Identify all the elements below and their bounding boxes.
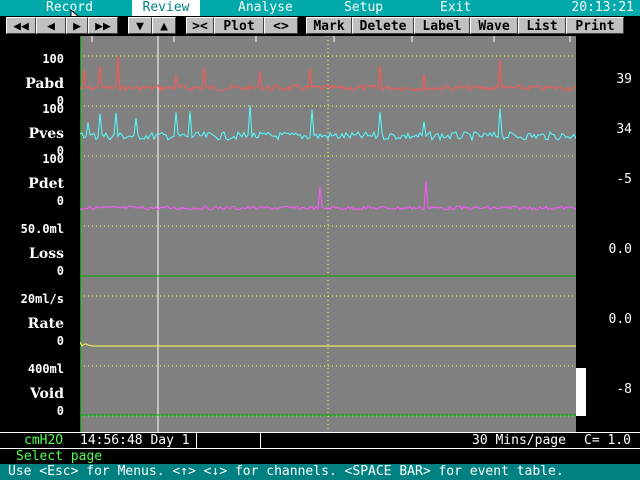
channel-up-button[interactable]: ▲ bbox=[152, 17, 176, 34]
last-page-button[interactable]: ▶▶ bbox=[88, 17, 118, 34]
wave-button[interactable]: Wave bbox=[470, 17, 518, 34]
plot-button[interactable]: Plot bbox=[214, 17, 264, 34]
trace-canvas bbox=[80, 36, 576, 432]
status-divider bbox=[196, 433, 197, 448]
vertical-scrollbar[interactable] bbox=[576, 36, 586, 432]
rate-value: 0.0 bbox=[608, 312, 632, 327]
clock: 20:13:21 bbox=[571, 0, 634, 15]
void-scale-zero: 0 bbox=[56, 404, 64, 418]
status-divider bbox=[260, 433, 261, 448]
pves-scale-top: 100 bbox=[42, 102, 64, 116]
help-text: Use <Esc> for Menus. <↑> <↓> for channel… bbox=[8, 464, 564, 479]
pves-channel-name[interactable]: Pves bbox=[28, 126, 64, 142]
next-page-button[interactable]: ▶ bbox=[66, 17, 88, 34]
pabd-trace bbox=[80, 56, 576, 93]
prompt-bar: Select page bbox=[0, 448, 640, 464]
loss-value: 0.0 bbox=[608, 242, 632, 257]
channel-scale-panel: 100 Pabd 0 100 Pves 0 100 Pdet 0 50.0ml … bbox=[0, 36, 80, 432]
menu-record[interactable]: Record bbox=[46, 0, 93, 15]
pdet-scale-top: 100 bbox=[42, 152, 64, 166]
zoom-out-button[interactable]: <> bbox=[264, 17, 298, 34]
pves-trace bbox=[80, 105, 576, 142]
pves-value: 34 bbox=[616, 122, 632, 137]
pdet-scale-zero: 0 bbox=[56, 194, 64, 208]
void-scale-top: 400ml bbox=[27, 362, 64, 376]
label-button[interactable]: Label bbox=[414, 17, 470, 34]
list-button[interactable]: List bbox=[518, 17, 566, 34]
time-ruler bbox=[91, 36, 571, 42]
select-page-prompt: Select page bbox=[16, 449, 103, 464]
loss-channel-name[interactable]: Loss bbox=[29, 246, 64, 262]
pabd-scale-top: 100 bbox=[42, 52, 64, 66]
menu-exit[interactable]: Exit bbox=[440, 0, 472, 15]
rate-trace bbox=[80, 341, 576, 347]
pabd-channel-name[interactable]: Pabd bbox=[25, 76, 64, 92]
void-channel-name[interactable]: Void bbox=[29, 386, 64, 402]
loss-scale-top: 50.0ml bbox=[20, 222, 64, 236]
menu-analyse[interactable]: Analyse bbox=[238, 0, 293, 15]
trace-plot-area[interactable] bbox=[80, 36, 576, 432]
pdet-channel-name[interactable]: Pdet bbox=[28, 176, 64, 192]
pdet-trace bbox=[80, 180, 576, 211]
units-label: cmH2O bbox=[24, 433, 64, 448]
toolbar: ◀◀ ◀ ▶ ▶▶ ▼ ▲ >< Plot <> Mark Delete Lab… bbox=[0, 16, 640, 36]
menu-review[interactable]: Review bbox=[132, 0, 200, 16]
prev-page-button[interactable]: ◀ bbox=[36, 17, 66, 34]
scrollbar-thumb[interactable] bbox=[576, 368, 586, 416]
channel-down-button[interactable]: ▼ bbox=[128, 17, 152, 34]
pabd-scale-zero: 0 bbox=[56, 94, 64, 108]
loss-scale-zero: 0 bbox=[56, 264, 64, 278]
mark-button[interactable]: Mark bbox=[306, 17, 352, 34]
rate-scale-zero: 0 bbox=[56, 334, 64, 348]
pves-scale-zero: 0 bbox=[56, 144, 64, 158]
rate-channel-name[interactable]: Rate bbox=[27, 316, 64, 332]
void-value: -8 bbox=[616, 382, 632, 397]
cursor-readout: C= 1.0 bbox=[584, 433, 631, 448]
status-bar: cmH2O 14:56:48 Day 1 30 Mins/page C= 1.0 bbox=[0, 432, 640, 448]
pdet-value: -5 bbox=[616, 172, 632, 187]
print-button[interactable]: Print bbox=[566, 17, 624, 34]
pabd-value: 39 bbox=[616, 72, 632, 87]
menu-bar: Record Review Analyse Setup Exit 20:13:2… bbox=[0, 0, 640, 23]
delete-button[interactable]: Delete bbox=[352, 17, 414, 34]
rate-scale-top: 20ml/s bbox=[20, 292, 64, 306]
menu-setup[interactable]: Setup bbox=[344, 0, 384, 15]
page-span-readout: 30 Mins/page bbox=[472, 433, 566, 448]
help-bar: Use <Esc> for Menus. <↑> <↓> for channel… bbox=[0, 464, 640, 480]
time-readout: 14:56:48 Day 1 bbox=[80, 433, 190, 448]
zoom-in-button[interactable]: >< bbox=[186, 17, 214, 34]
value-panel: 39 34 -5 0.0 0.0 -8 bbox=[586, 36, 640, 432]
first-page-button[interactable]: ◀◀ bbox=[6, 17, 36, 34]
